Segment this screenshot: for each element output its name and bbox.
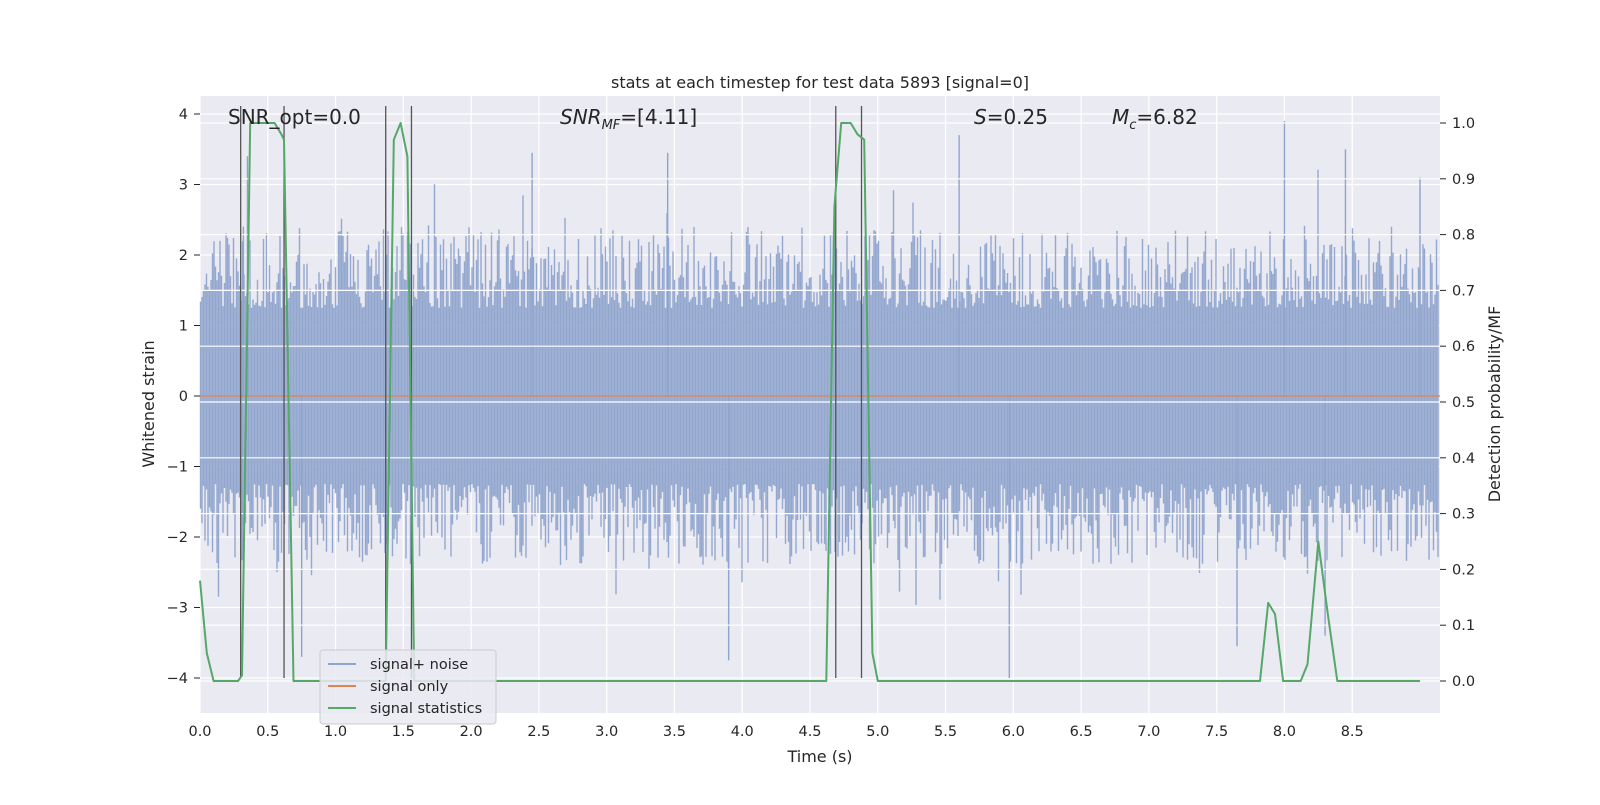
mc-subscript: c — [1129, 118, 1136, 133]
x-tick-label: 7.5 — [1205, 724, 1228, 740]
right-y-tick-label: 0.1 — [1452, 618, 1475, 634]
snr-mf-symbol: SNR — [560, 105, 602, 129]
mc-symbol: M — [1112, 105, 1129, 129]
x-tick-label: 5.5 — [934, 724, 957, 740]
right-y-tick-label: 0.5 — [1452, 395, 1475, 411]
right-y-tick-label: 0.0 — [1452, 674, 1475, 690]
statistics-line — [199, 122, 1420, 682]
x-axis-label: Time (s) — [786, 747, 852, 766]
x-tick-label: 4.5 — [798, 724, 821, 740]
x-tick-label: 2.0 — [460, 724, 483, 740]
s-symbol: S — [974, 105, 987, 129]
left-y-tick-label: −2 — [167, 530, 188, 546]
right-y-tick-label: 0.8 — [1452, 228, 1475, 244]
left-y-tick-label: 1 — [179, 319, 188, 335]
right-y-tick-label: 0.9 — [1452, 172, 1475, 188]
snr-mf-subscript: MF — [602, 118, 621, 133]
annotation-mc: Mc=6.82 — [1112, 105, 1198, 133]
annotation-snr-opt: SNR_opt=0.0 — [228, 105, 361, 129]
right-y-axis-ticks: 1.0 0.9 0.8 0.7 0.6 0.5 0.4 0.3 0.2 0.1 0.0 — [1440, 116, 1475, 690]
x-tick-label: 4.0 — [731, 724, 754, 740]
s-value: =0.25 — [987, 105, 1048, 129]
left-y-tick-label: −3 — [167, 601, 188, 617]
left-y-tick-label: −4 — [167, 671, 188, 687]
left-y-tick-label: −1 — [167, 460, 188, 476]
legend-label-signal-statistics: signal statistics — [370, 701, 482, 717]
left-y-axis-label: Whitened strain — [139, 340, 158, 467]
signal-statistics-series — [199, 122, 1420, 682]
left-y-tick-label: 4 — [179, 107, 188, 123]
right-y-tick-label: 0.7 — [1452, 283, 1475, 299]
legend-label-signal-only: signal only — [370, 679, 449, 695]
snr-mf-value: =[4.11] — [620, 105, 697, 129]
right-y-tick-label: 0.2 — [1452, 562, 1475, 578]
x-tick-label: 1.5 — [392, 724, 415, 740]
left-y-tick-label: 3 — [179, 178, 188, 194]
x-tick-label: 1.0 — [324, 724, 347, 740]
x-tick-label: 0.5 — [256, 724, 279, 740]
right-y-tick-label: 0.3 — [1452, 507, 1475, 523]
x-tick-label: 7.0 — [1137, 724, 1160, 740]
right-y-tick-label: 0.6 — [1452, 339, 1475, 355]
x-tick-label: 5.0 — [866, 724, 889, 740]
x-tick-label: 8.0 — [1273, 724, 1296, 740]
left-y-axis-ticks: 4 3 2 1 0 −1 −2 −3 −4 — [167, 107, 200, 687]
left-y-tick-label: 2 — [179, 248, 188, 264]
x-tick-label: 3.5 — [663, 724, 686, 740]
right-y-tick-label: 1.0 — [1452, 116, 1475, 132]
annotation-snr-mf: SNRMF=[4.11] — [560, 105, 697, 133]
legend-box — [319, 649, 497, 725]
x-tick-label: 3.0 — [595, 724, 618, 740]
x-tick-label: 2.5 — [527, 724, 550, 740]
legend-label-signal-noise: signal+ noise — [370, 657, 468, 673]
mc-value: =6.82 — [1136, 105, 1197, 129]
right-y-tick-label: 0.4 — [1452, 451, 1475, 467]
right-y-axis-label: Detection probability/MF — [1485, 306, 1504, 503]
x-tick-label: 6.5 — [1070, 724, 1093, 740]
x-tick-label: 8.5 — [1341, 724, 1364, 740]
legend: signal+ noise signal only signal statist… — [319, 649, 497, 725]
left-y-tick-label: 0 — [179, 389, 188, 405]
x-axis-ticks: 0.0 0.5 1.0 1.5 2.0 2.5 3.0 3.5 4.0 4.5 5.0 5.5 6.0 6… — [188, 724, 1363, 740]
chart-title: stats at each timestep for test data 589… — [611, 73, 1029, 92]
annotation-s: S=0.25 — [974, 105, 1048, 129]
x-tick-label: 6.0 — [1002, 724, 1025, 740]
x-tick-label: 0.0 — [188, 724, 211, 740]
